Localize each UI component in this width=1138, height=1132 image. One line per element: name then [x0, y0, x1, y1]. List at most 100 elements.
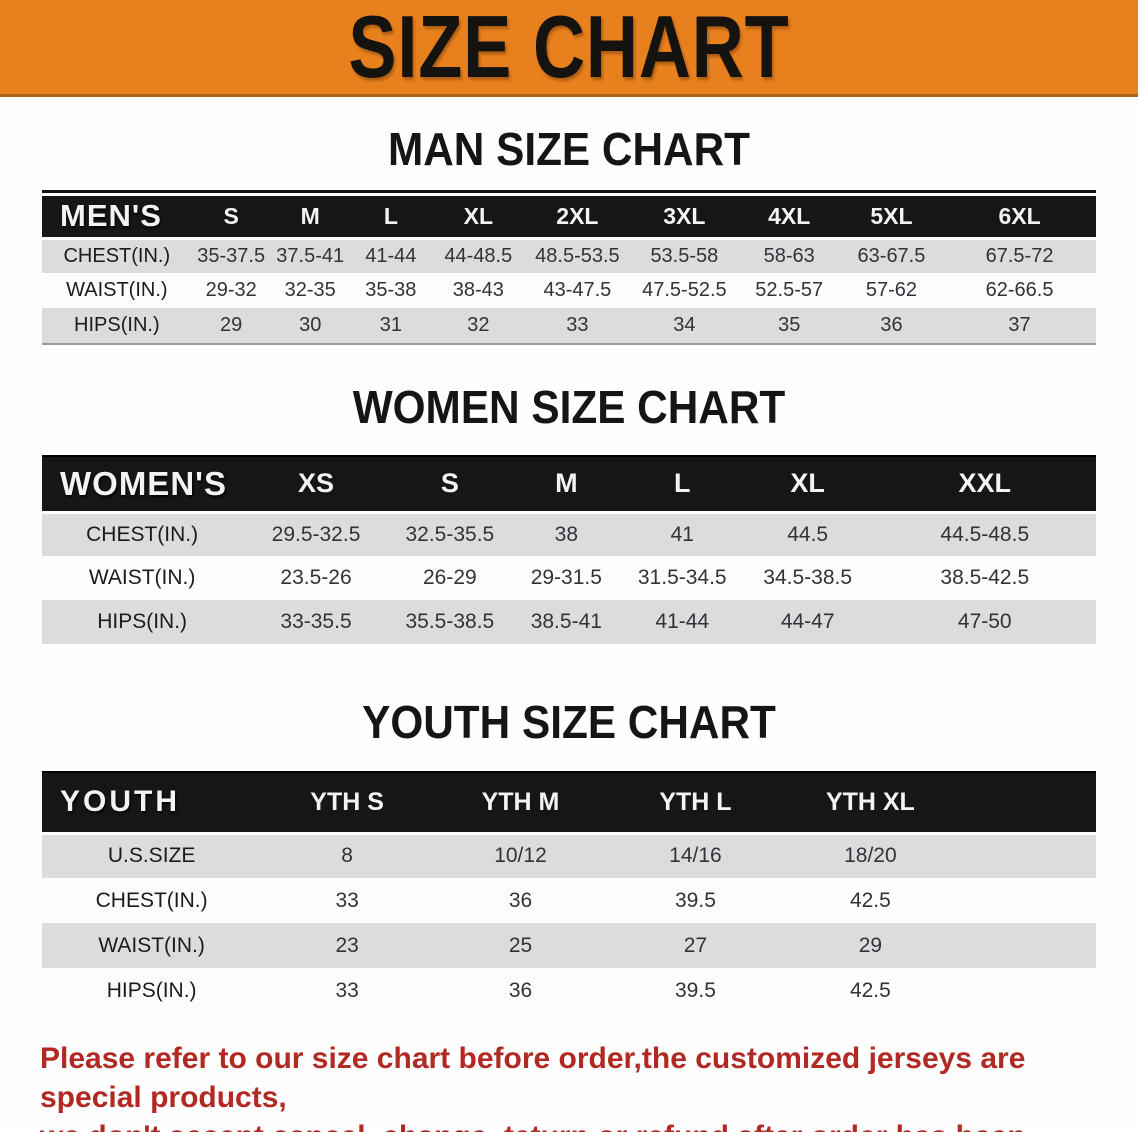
size-value: 44-48.5: [444, 244, 513, 267]
row-label: CHEST(IN.): [86, 522, 199, 546]
size-value: 34.5-38.5: [763, 566, 853, 589]
size-value: 67.5-72: [985, 244, 1054, 267]
size-value: 37.5-41: [276, 244, 345, 267]
size-value: 36: [880, 314, 903, 336]
size-value: 43-47.5: [543, 279, 612, 301]
size-value: 29-32: [205, 279, 257, 301]
size-value: 57-62: [865, 279, 918, 301]
column-header: L: [349, 196, 432, 240]
size-value: 33-35.5: [280, 610, 352, 633]
column-header: S: [389, 455, 510, 514]
men-table-wrap: MEN'S S M L XL 2XL 3XL 4XL 5XL 6XL CHEST(IN.) 35-37…: [42, 190, 1096, 345]
size-value: 38: [554, 522, 578, 546]
size-value: 8: [341, 844, 353, 868]
size-value: 35-37.5: [197, 244, 266, 267]
column-header: YTH S: [261, 771, 434, 835]
size-value: 29: [220, 314, 243, 336]
size-value: 41: [670, 522, 694, 546]
size-value: 23.5-26: [280, 566, 352, 589]
banner-title: SIZE CHART: [348, 0, 790, 96]
column-header: M: [270, 196, 350, 240]
table-row: CHEST(IN.) 33 36 39.5 42.5: [42, 878, 1096, 923]
size-value: 35.5-38.5: [405, 610, 495, 633]
size-value: 10/12: [494, 844, 547, 868]
size-value: 48.5-53.5: [535, 244, 620, 267]
column-header: L: [622, 455, 742, 514]
size-value: 36: [508, 888, 533, 912]
spacer-cell: [958, 923, 1096, 968]
size-value: 36: [508, 978, 533, 1002]
column-header: XXL: [873, 455, 1096, 514]
size-value: 58-63: [763, 244, 815, 267]
size-value: 38.5-42.5: [940, 566, 1030, 589]
size-value: 31: [379, 314, 402, 336]
size-value: 62-66.5: [985, 279, 1054, 301]
size-value: 30: [299, 314, 322, 336]
row-label: WAIST(IN.): [88, 566, 196, 589]
table-header-row: WOMEN'S XS S M L XL XXL: [42, 455, 1096, 514]
notice-line-2: we don't accept cancel, change, teturn o…: [40, 1117, 1098, 1132]
spacer-cell: [958, 968, 1096, 1013]
size-value: 32.5-35.5: [405, 522, 495, 546]
size-value: 23: [335, 933, 359, 957]
size-value: 52.5-57: [755, 279, 824, 301]
table-row: WAIST(IN.) 23.5-26 26-29 29-31.5 31.5-34.5 34…: [42, 556, 1096, 600]
size-value: 39.5: [675, 978, 716, 1002]
size-value: 32-35: [284, 279, 336, 301]
table-title-cell: WOMEN'S: [42, 455, 243, 514]
table-row: WAIST(IN.) 23 25 27 29: [42, 923, 1096, 968]
row-label: WAIST(IN.): [66, 279, 168, 301]
size-value: 18/20: [844, 844, 897, 868]
row-label: CHEST(IN.): [63, 244, 171, 267]
table-row: U.S.SIZE 8 10/12 14/16 18/20: [42, 833, 1096, 878]
size-value: 47.5-52.5: [642, 279, 727, 301]
size-value: 34: [673, 314, 696, 336]
column-header: S: [191, 196, 271, 240]
size-value: 32: [467, 314, 490, 336]
size-value: 33: [335, 888, 359, 912]
order-notice: Please refer to our size chart before or…: [40, 1039, 1098, 1132]
size-value: 41-44: [365, 244, 417, 267]
notice-line-1: Please refer to our size chart before or…: [40, 1042, 1026, 1114]
table-row: CHEST(IN.) 29.5-32.5 32.5-35.5 38 41 44.5 44.5…: [42, 512, 1096, 556]
column-header: 4XL: [738, 196, 840, 240]
banner: SIZE CHART: [0, 0, 1138, 97]
size-value: 14/16: [669, 844, 722, 868]
size-value: 39.5: [675, 888, 716, 912]
youth-section-heading: YOUTH SIZE CHART: [362, 696, 776, 748]
spacer-cell: [957, 771, 1096, 835]
table-row: HIPS(IN.) 33-35.5 35.5-38.5 38.5-41 41-44 44-…: [42, 600, 1096, 644]
size-value: 44.5-48.5: [940, 522, 1030, 546]
table-title-cell: MEN'S: [42, 196, 192, 240]
table-title-cell: YOUTH: [42, 771, 262, 835]
table-header-row: YOUTH YTH S YTH M YTH L YTH XL: [42, 771, 1096, 835]
column-header: 6XL: [943, 196, 1096, 240]
size-value: 53.5-58: [650, 244, 719, 267]
size-value: 42.5: [849, 888, 891, 912]
table-row: HIPS(IN.) 33 36 39.5 42.5: [42, 968, 1096, 1013]
table-header-row: MEN'S S M L XL 2XL 3XL 4XL 5XL 6XL: [42, 196, 1096, 240]
men-size-table: MEN'S S M L XL 2XL 3XL 4XL 5XL 6XL CHEST(IN.) 35-37…: [42, 196, 1096, 343]
row-label: WAIST(IN.): [98, 933, 205, 957]
size-value: 38-43: [452, 279, 504, 301]
size-value: 63-67.5: [857, 244, 926, 267]
table-row: CHEST(IN.) 35-37.5 37.5-41 41-44 44-48.5 48.5…: [42, 238, 1096, 273]
row-label: HIPS(IN.): [106, 978, 197, 1002]
size-value: 29.5-32.5: [271, 522, 361, 546]
row-label: U.S.SIZE: [107, 844, 196, 868]
spacer-cell: [958, 878, 1096, 923]
size-value: 37: [1008, 314, 1031, 336]
men-section-heading: MAN SIZE CHART: [387, 123, 751, 175]
column-header: 5XL: [839, 196, 944, 240]
size-value: 31.5-34.5: [637, 566, 727, 589]
column-header: YTH M: [433, 771, 608, 835]
row-label: CHEST(IN.): [95, 888, 208, 912]
row-label: HIPS(IN.): [97, 610, 188, 633]
column-header: 2XL: [524, 196, 631, 240]
row-label: HIPS(IN.): [74, 314, 160, 336]
column-header: XL: [431, 196, 525, 240]
size-value: 25: [508, 933, 533, 957]
size-value: 47-50: [957, 610, 1012, 633]
column-header: YTH L: [607, 771, 783, 835]
